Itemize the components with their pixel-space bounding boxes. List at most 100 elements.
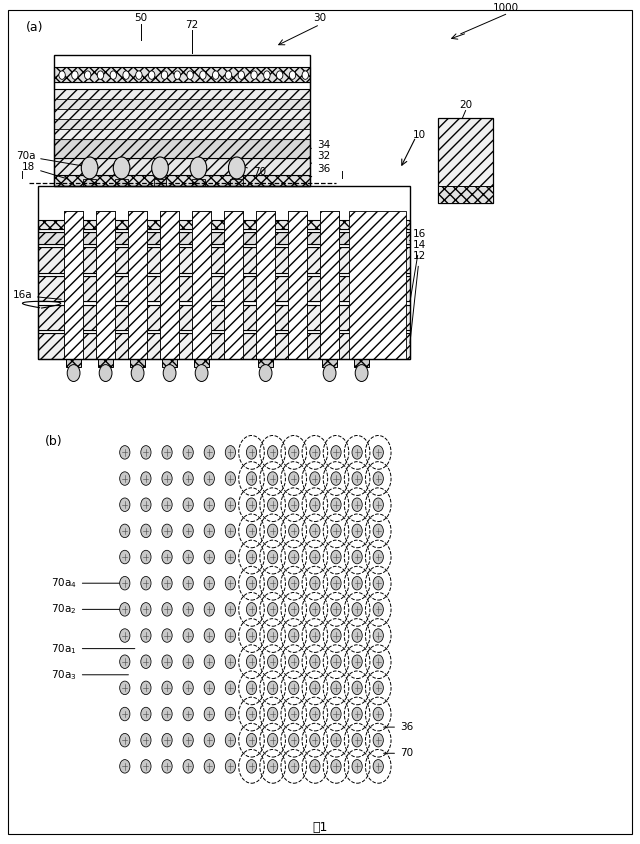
Text: 30: 30 (314, 13, 326, 23)
Circle shape (204, 472, 214, 485)
Text: 20: 20 (459, 100, 472, 110)
Circle shape (352, 524, 362, 538)
Bar (230, 179, 243, 186)
Circle shape (120, 655, 130, 668)
Circle shape (251, 71, 257, 79)
Circle shape (97, 71, 104, 79)
Circle shape (289, 472, 299, 485)
Circle shape (289, 71, 296, 79)
Circle shape (204, 733, 214, 747)
Text: I: I (341, 171, 344, 181)
Circle shape (141, 446, 151, 459)
Circle shape (162, 603, 172, 616)
Circle shape (268, 524, 278, 538)
Circle shape (225, 655, 236, 668)
Circle shape (289, 603, 299, 616)
Circle shape (310, 576, 320, 590)
Circle shape (289, 446, 299, 459)
Circle shape (123, 71, 129, 79)
Circle shape (120, 707, 130, 721)
Circle shape (246, 576, 257, 590)
Circle shape (268, 733, 278, 747)
Circle shape (183, 603, 193, 616)
Circle shape (120, 576, 130, 590)
Text: 70: 70 (245, 167, 266, 177)
Bar (54, 55, 310, 186)
Circle shape (373, 733, 383, 747)
Bar (320, 211, 339, 359)
Circle shape (225, 550, 236, 564)
Circle shape (99, 365, 112, 381)
Circle shape (141, 603, 151, 616)
Circle shape (352, 681, 362, 695)
Circle shape (162, 550, 172, 564)
Circle shape (183, 576, 193, 590)
Bar (38, 276, 410, 301)
Bar (54, 129, 310, 139)
Circle shape (268, 707, 278, 721)
Circle shape (276, 71, 283, 79)
Circle shape (225, 603, 236, 616)
Circle shape (225, 576, 236, 590)
Circle shape (352, 550, 362, 564)
Circle shape (141, 576, 151, 590)
Text: I: I (21, 171, 24, 181)
Bar (54, 109, 310, 119)
Bar (130, 359, 145, 367)
Circle shape (268, 629, 278, 642)
Circle shape (246, 681, 257, 695)
Circle shape (162, 472, 172, 485)
Circle shape (183, 472, 193, 485)
Circle shape (161, 71, 168, 79)
Circle shape (352, 603, 362, 616)
Bar (54, 139, 310, 158)
Circle shape (190, 157, 207, 179)
Circle shape (310, 603, 320, 616)
Circle shape (331, 707, 341, 721)
Bar (438, 118, 493, 203)
Bar (83, 179, 96, 186)
Text: 36: 36 (383, 722, 413, 732)
Text: 50: 50 (134, 13, 147, 23)
Circle shape (183, 446, 193, 459)
Circle shape (174, 71, 180, 79)
Bar (224, 211, 243, 359)
Circle shape (310, 760, 320, 773)
Text: 10: 10 (413, 130, 426, 140)
Bar (162, 359, 177, 367)
Circle shape (373, 629, 383, 642)
Bar (256, 211, 275, 359)
Text: 1000: 1000 (493, 3, 518, 13)
Circle shape (59, 71, 65, 79)
Circle shape (81, 157, 98, 179)
Bar (160, 211, 179, 359)
Circle shape (225, 707, 236, 721)
Circle shape (141, 629, 151, 642)
Circle shape (331, 498, 341, 511)
Circle shape (141, 498, 151, 511)
Text: (a): (a) (26, 21, 43, 34)
Circle shape (204, 498, 214, 511)
Circle shape (310, 655, 320, 668)
Circle shape (204, 707, 214, 721)
Circle shape (162, 733, 172, 747)
Circle shape (225, 446, 236, 459)
Circle shape (212, 71, 219, 79)
Circle shape (289, 681, 299, 695)
Circle shape (331, 550, 341, 564)
Circle shape (204, 446, 214, 459)
Circle shape (268, 550, 278, 564)
Text: 32: 32 (310, 151, 330, 164)
Circle shape (120, 446, 130, 459)
Bar (64, 211, 83, 359)
Circle shape (162, 707, 172, 721)
Circle shape (302, 71, 308, 79)
Bar (96, 211, 115, 359)
Circle shape (204, 524, 214, 538)
Circle shape (84, 71, 91, 79)
Circle shape (289, 760, 299, 773)
Bar (354, 359, 369, 367)
Circle shape (163, 365, 176, 381)
Circle shape (331, 760, 341, 773)
Circle shape (246, 550, 257, 564)
